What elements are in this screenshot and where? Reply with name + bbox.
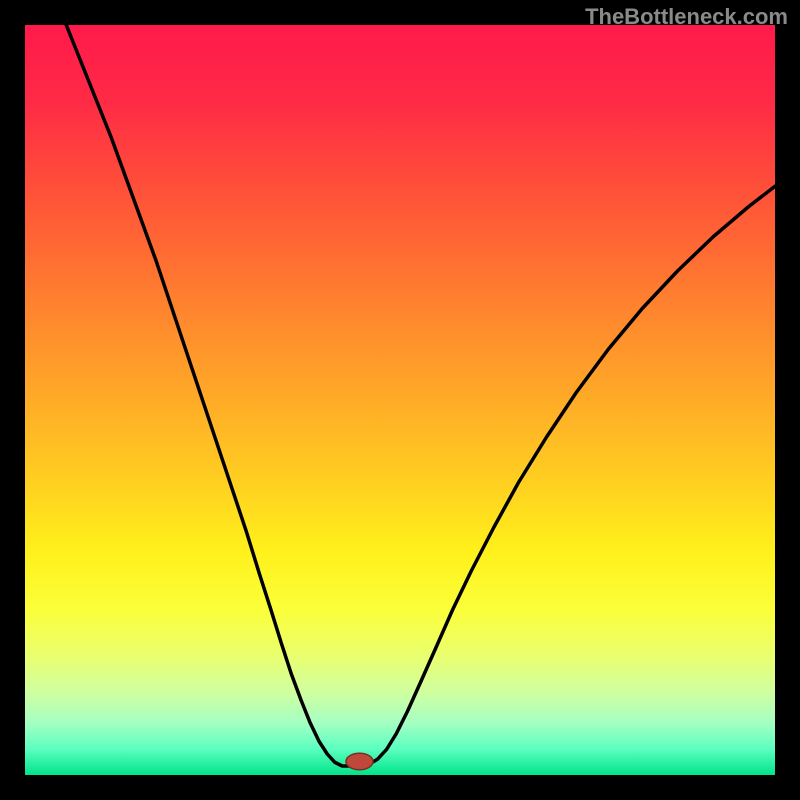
bottleneck-chart <box>25 25 775 775</box>
optimal-point-marker <box>346 753 373 770</box>
watermark: TheBottleneck.com <box>585 4 788 30</box>
chart-frame: TheBottleneck.com <box>0 0 800 800</box>
plot-area <box>25 25 775 775</box>
gradient-background <box>25 25 775 775</box>
